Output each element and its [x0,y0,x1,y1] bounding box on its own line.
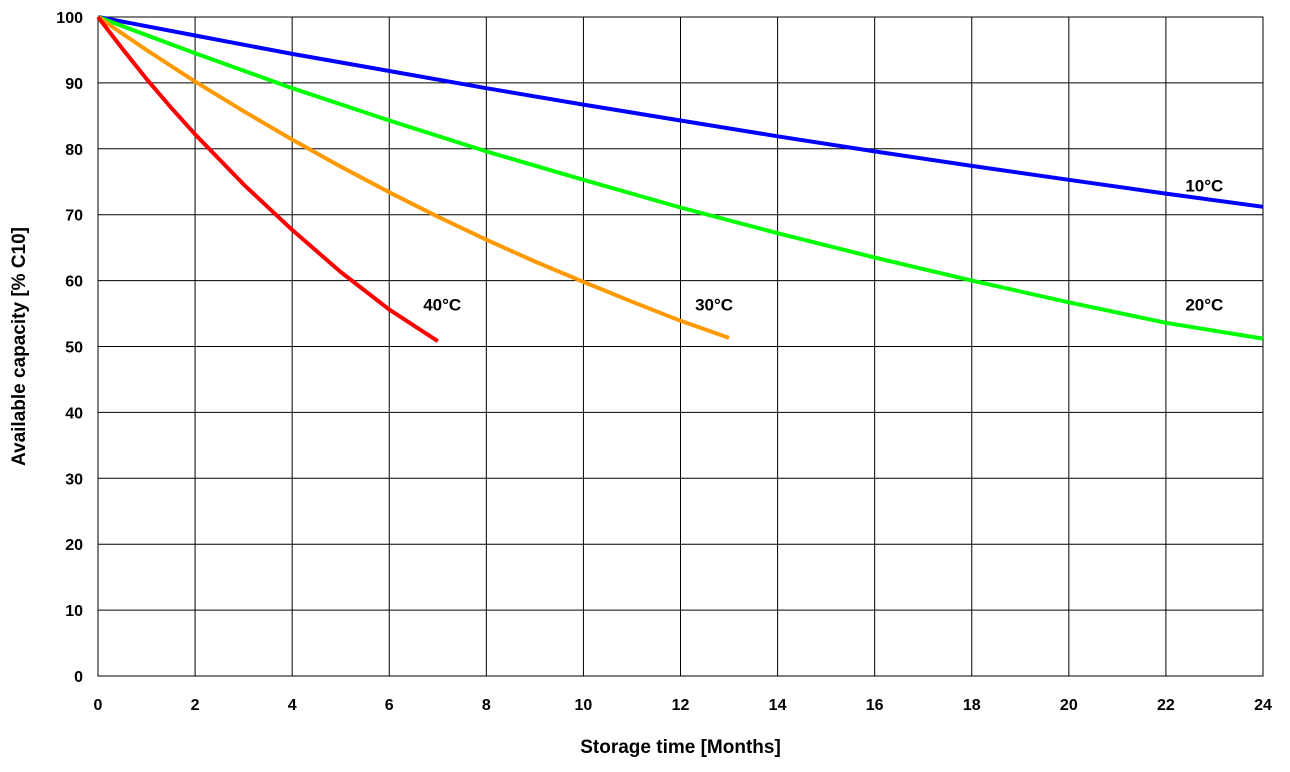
series-line [97,15,1264,341]
x-tick-label: 22 [1157,697,1175,714]
series-lines [96,15,1264,343]
y-axis-title: Available capacity [% C10] [9,227,30,466]
y-tick-label: 30 [65,471,83,488]
x-axis-title: Storage time [Months] [580,737,781,758]
x-tick-label: 20 [1060,697,1078,714]
x-tick-label: 24 [1254,697,1272,714]
x-tick-label: 16 [866,697,884,714]
plot-frame [97,16,1264,677]
tick-labels: 0 2 4 6 8 10 12 14 16 18 20 22 240102030405060708090… [56,10,1272,714]
y-tick-label: 70 [65,208,83,225]
series-line [96,15,730,340]
y-tick-label: 80 [65,142,83,159]
x-tick-label: 18 [963,697,981,714]
series-labels: 10°C 20°C 30°C 40°C [423,177,1223,315]
y-tick-label: 60 [65,274,83,291]
y-tick-label: 20 [65,537,83,554]
series-label: 40°C [423,295,461,314]
x-tick-label: 14 [769,697,787,714]
y-tick-label: 10 [65,603,83,620]
y-tick-label: 40 [65,405,83,422]
x-tick-label: 0 [94,697,103,714]
series-line [96,15,439,343]
x-tick-label: 2 [191,697,200,714]
y-tick-label: 0 [74,669,83,686]
x-tick-label: 8 [482,697,491,714]
x-tick-label: 12 [672,697,690,714]
y-tick-label: 90 [65,76,83,93]
series-label: 30°C [695,295,733,314]
y-tick-label: 50 [65,340,83,357]
y-tick-label: 100 [56,10,83,27]
series-line [97,15,1264,209]
gridlines [97,16,1264,677]
x-tick-label: 6 [385,697,394,714]
series-label: 10°C [1185,177,1223,196]
x-tick-label: 10 [575,697,593,714]
series-label: 20°C [1185,295,1223,314]
x-tick-label: 4 [288,697,297,714]
